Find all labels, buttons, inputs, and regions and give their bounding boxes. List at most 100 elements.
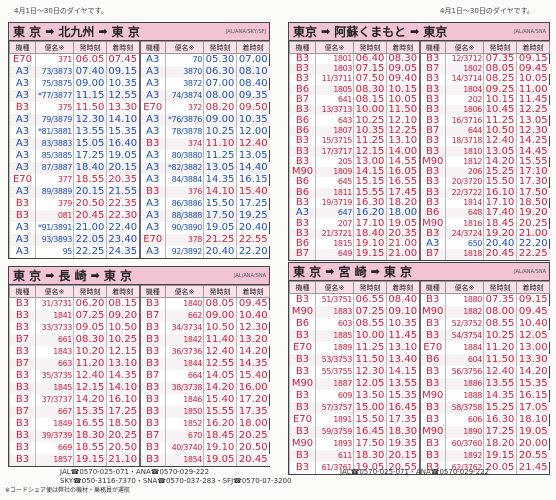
cell: 10.40 — [236, 309, 270, 322]
cell: 18.10 — [516, 413, 550, 426]
cell: B3 — [418, 115, 446, 126]
cell: 07.15 — [353, 64, 387, 75]
cell: 376 — [165, 185, 204, 198]
cell: 1893 — [315, 437, 354, 450]
cell: 09.00 — [203, 309, 237, 322]
cell: 11.25 — [203, 149, 237, 162]
header-cell: 発時刻 — [203, 41, 237, 54]
cell: 08.05 — [483, 64, 517, 75]
cell: 19.05 — [106, 149, 140, 162]
carriers: JAL/ANA/SNA — [234, 272, 266, 279]
cell: B3 — [418, 166, 446, 178]
cell: 1810 — [445, 146, 484, 157]
cell: 07.45 — [106, 53, 140, 66]
cell: 14.35 — [236, 357, 270, 370]
cell: 1849 — [35, 417, 74, 430]
cell: 10.15 — [483, 94, 517, 106]
cell: 14.15 — [353, 166, 387, 178]
row: B6 1811 15.55 17.45 B3 22/3722 16.10 17.50 — [289, 187, 550, 198]
cell: 13.10 — [386, 136, 420, 147]
cell: 371 — [35, 53, 74, 66]
cell: 11.00 — [516, 84, 550, 95]
cell: B3 — [418, 146, 446, 157]
cell: 670 — [165, 429, 204, 442]
cell: 648 — [445, 208, 484, 219]
cell: 650 — [445, 239, 484, 250]
cell: 1883 — [315, 305, 354, 318]
cell: B3 — [289, 197, 316, 209]
cell: 1887 — [315, 377, 354, 390]
cell: 18/3718 — [445, 136, 484, 147]
cell: 21.10 — [106, 453, 140, 466]
cell: 12.40 — [236, 137, 270, 150]
table: 機種 便名※ 発時刻 着時刻 機種 便名※ 発時刻 着時刻 B3 1801 06.40 08.30 B3… — [289, 41, 550, 260]
arrow-icon: ➡ — [45, 25, 55, 38]
row: B6 1815 19.10 21.00 A3 650 20.40 22.20 — [289, 239, 550, 250]
cell: 20.05 — [483, 461, 517, 474]
cell: 17.10 — [516, 166, 550, 178]
cell: 09.00 — [73, 77, 107, 90]
cell: 08.40 — [236, 77, 270, 90]
cell: *77/3877 — [35, 89, 74, 102]
header-cell: 着時刻 — [236, 41, 270, 54]
cell: 13.55 — [386, 377, 420, 390]
cell: 06.20 — [73, 297, 107, 310]
cell: A3 — [9, 113, 36, 126]
cell: 20.50 — [73, 197, 107, 210]
cell: *82/3882 — [165, 161, 204, 174]
cell: 645 — [315, 177, 354, 188]
row: A3 87/3887 18.40 20.15 A3 *82/3882 13.05 14.40 — [9, 161, 270, 174]
cell: B3 — [289, 228, 316, 240]
header-cell: 機種 — [138, 285, 166, 298]
cell: B3 — [9, 441, 36, 454]
row: B3 17/3717 12.15 14.00 B3 1810 13.05 14.45 — [289, 146, 550, 157]
cell: 649 — [315, 249, 354, 260]
title-part: 東 京 — [103, 269, 132, 283]
cell: B3 — [418, 74, 446, 85]
cell: A3 — [138, 221, 166, 234]
cell: B3 — [138, 405, 166, 418]
cell: 12.15 — [73, 381, 107, 394]
cell: 13.10 — [106, 357, 140, 370]
cell: 16/3716 — [445, 115, 484, 126]
cell: 12.55 — [106, 89, 140, 102]
cell: 15.50 — [353, 413, 387, 426]
row: B3 609 13.50 15.35 M90 1888 14.35 16.15 — [289, 389, 550, 402]
header-cell: 機種 — [138, 41, 166, 54]
cell: 09.25 — [483, 84, 517, 95]
cell: 18.40 — [353, 228, 387, 240]
row: B3 51/3751 06.55 08.40 B3 1880 07.35 09.15 — [289, 293, 550, 306]
cell: 22.55 — [236, 233, 270, 246]
cell: 07.40 — [73, 65, 107, 78]
cell: 15.40 — [236, 369, 270, 382]
cell: 1806 — [445, 105, 484, 116]
cell: M90 — [418, 389, 446, 402]
cell: 12.40 — [73, 369, 107, 382]
cell: 39/3739 — [35, 429, 74, 442]
row: B3 57/3757 15.00 16.45 B3 58/3758 15.25 17.05 — [289, 401, 550, 414]
cell: 16.10 — [106, 393, 140, 406]
row: B3 1841 07.25 09.20 B7 662 09.00 10.40 — [9, 309, 270, 322]
cell: E70 — [9, 173, 36, 186]
cell: 15.40 — [203, 393, 237, 406]
row: B3 1845 12.15 14.10 B3 38/3738 14.20 16.00 — [9, 381, 270, 394]
cell: B6 — [289, 239, 316, 250]
cell: 1815 — [315, 239, 354, 250]
cell: 374 — [165, 137, 204, 150]
header-cell: 発時刻 — [483, 41, 517, 54]
cell: M90 — [418, 425, 446, 438]
cell: M90 — [289, 437, 316, 450]
cell: B3 — [9, 297, 36, 310]
cell: 14.25 — [516, 136, 550, 147]
cell: B3 — [289, 365, 316, 378]
cell: 52/3752 — [445, 317, 484, 330]
row: M90 1809 14.15 16.05 B3 206 15.25 17.10 — [289, 166, 550, 178]
cell: B7 — [138, 429, 166, 442]
cell: B7 — [138, 309, 166, 322]
cell: B3 — [9, 101, 36, 114]
cell: 08.05 — [203, 297, 237, 310]
cell: 20.45 — [483, 249, 517, 260]
header-cell: 機種 — [289, 41, 316, 54]
cell: 10.35 — [353, 125, 387, 137]
cell: B3 — [9, 321, 36, 334]
